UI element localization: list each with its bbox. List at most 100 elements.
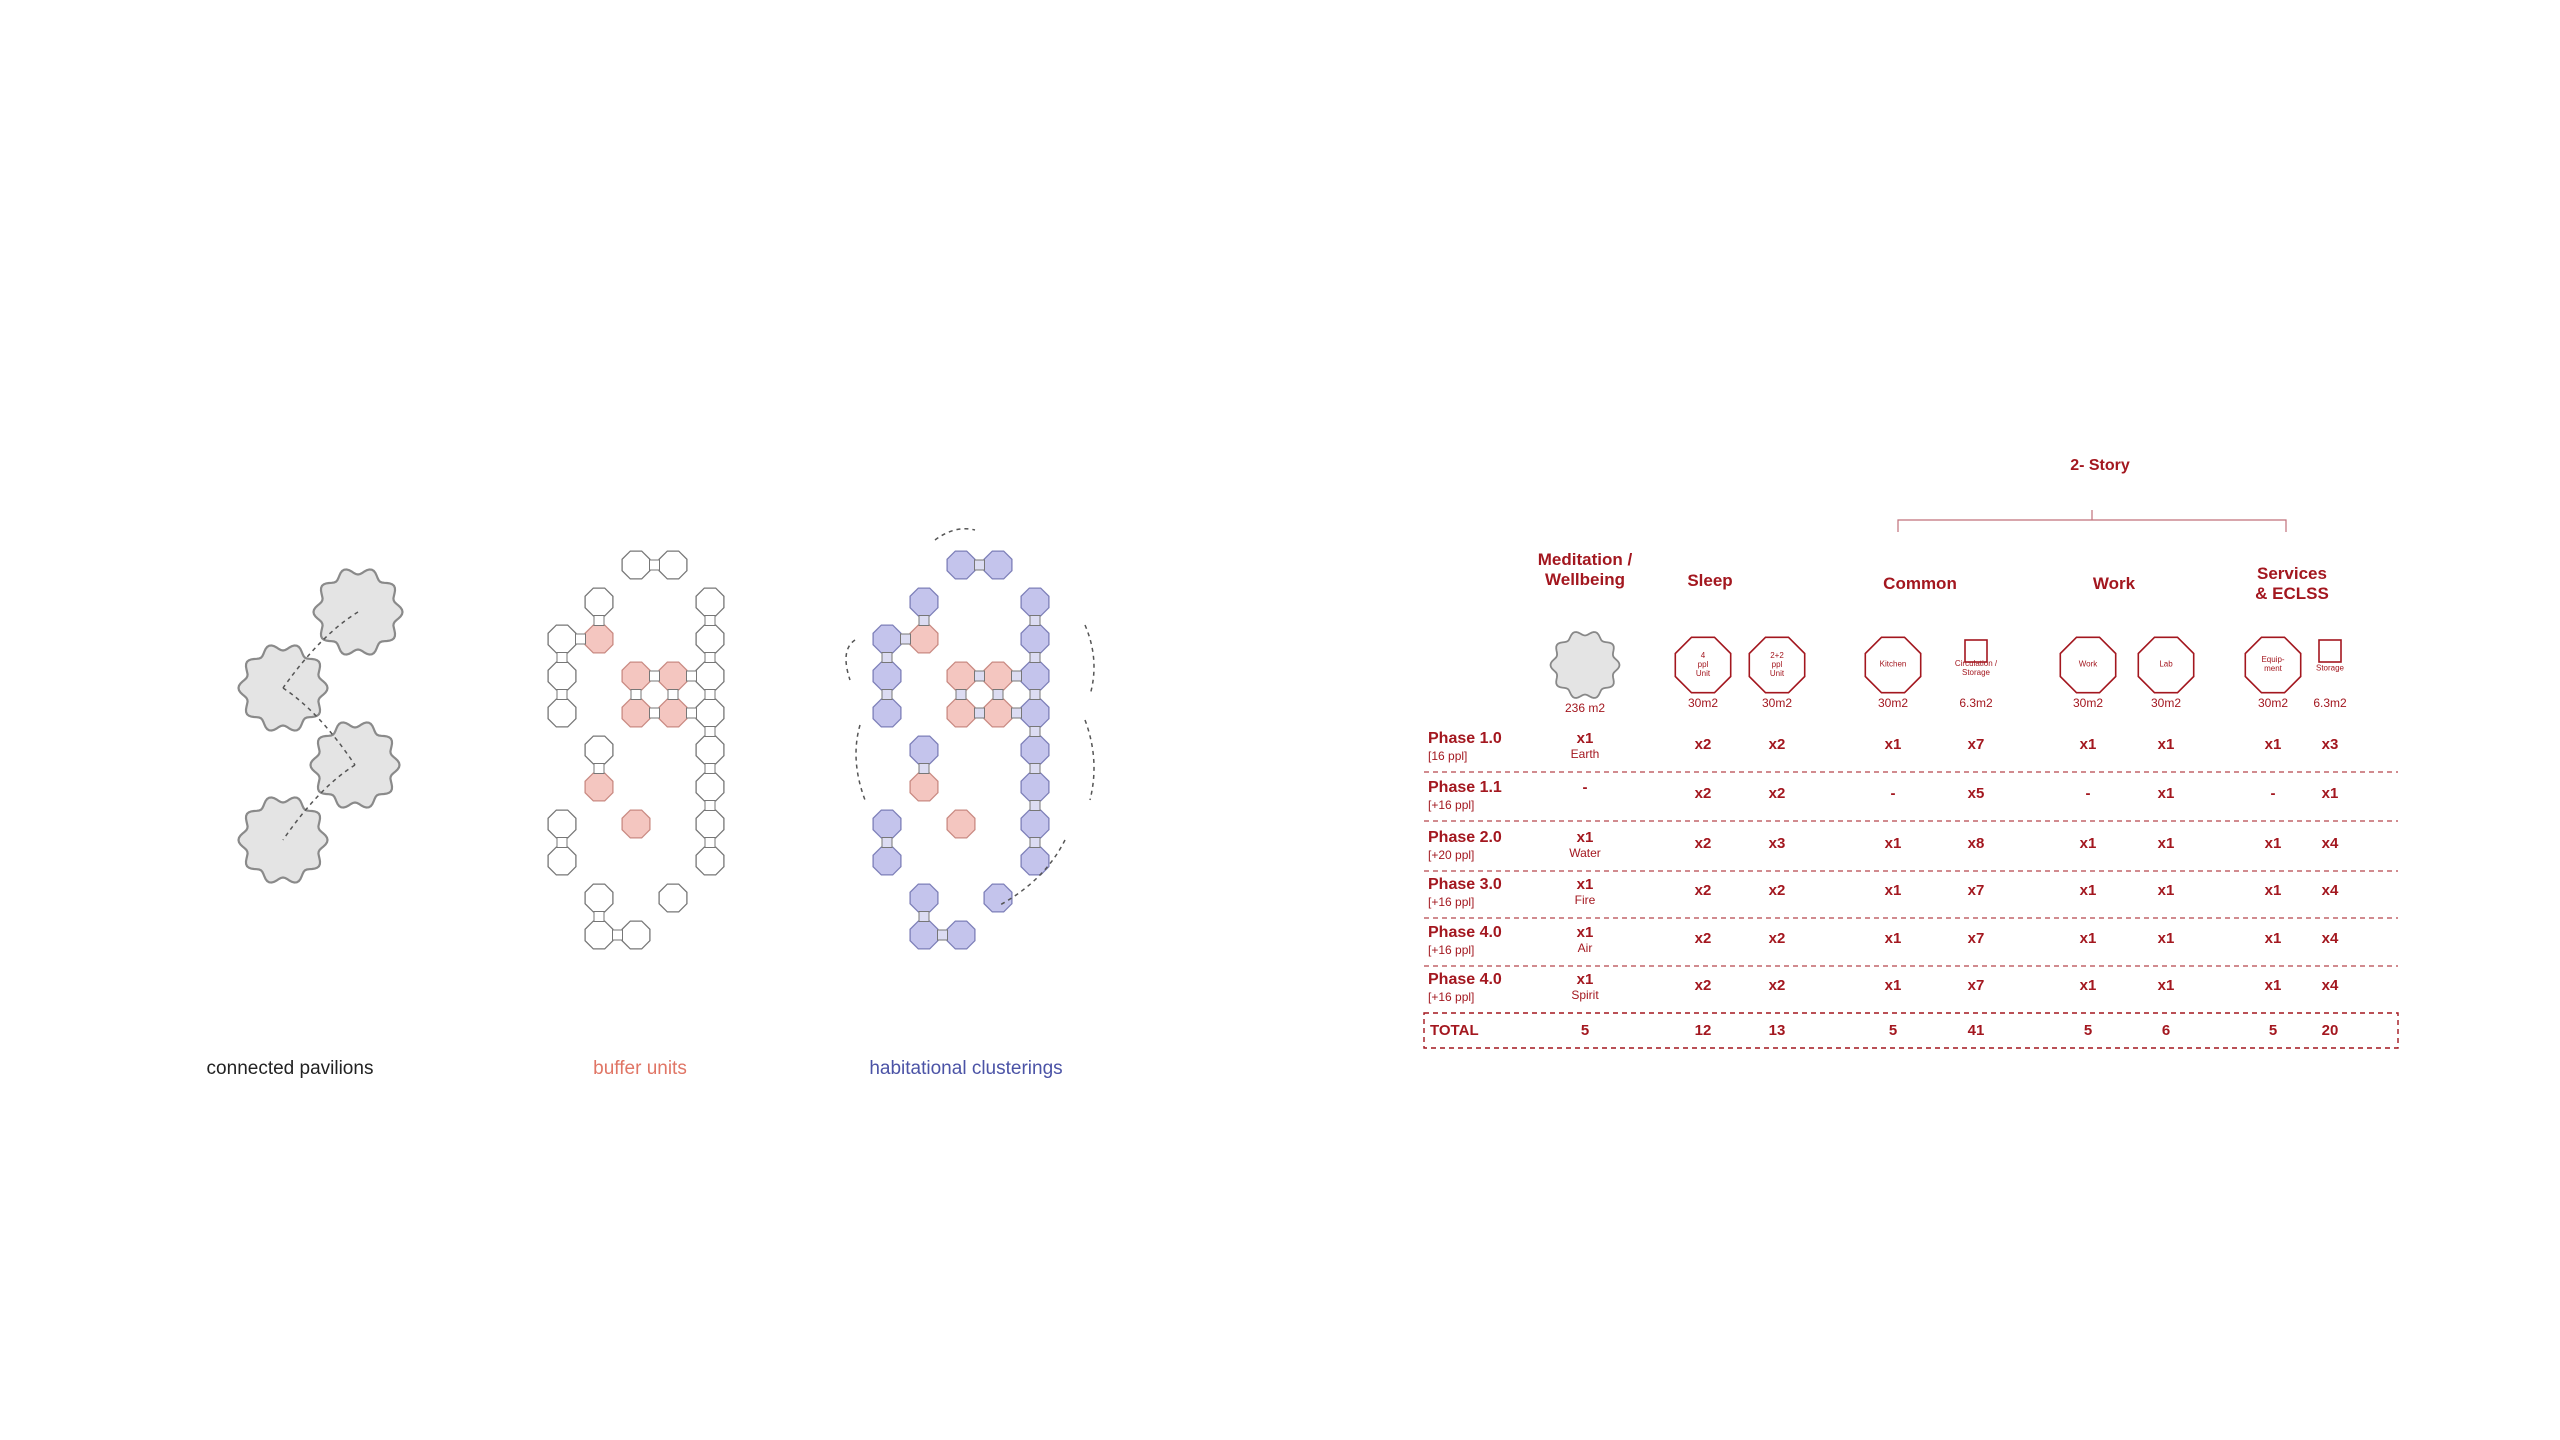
unit-area: 30m2 xyxy=(1877,696,1909,710)
habitation-unit xyxy=(695,587,725,617)
connector-node xyxy=(593,615,605,626)
table-cell: x4 xyxy=(2321,835,2339,852)
total-row-frame xyxy=(1423,1012,2399,1049)
connector-node xyxy=(593,763,605,774)
connector-node xyxy=(1029,615,1041,626)
unit-icon-text-line: 2+2 xyxy=(1770,650,1784,660)
table-cell: x1 xyxy=(1884,882,1902,899)
unit-icon-text-line: ppl xyxy=(1771,659,1783,669)
flow-arrow-4 xyxy=(999,839,1066,906)
header-services-line1: Services xyxy=(2257,564,2327,583)
table-cell: x2 xyxy=(1694,785,1712,802)
habitation-unit xyxy=(695,846,725,876)
habitation-unit xyxy=(584,587,614,617)
habitation-unit xyxy=(872,846,902,876)
buffer-unit xyxy=(983,661,1013,691)
connector-node xyxy=(1011,707,1022,719)
unit-icon-text-line: 4 xyxy=(1700,650,1706,660)
connector-node xyxy=(918,763,930,774)
unit-icon-text: 2+2 ppl Unit xyxy=(1770,650,1784,678)
unit-area: 30m2 xyxy=(2257,696,2289,710)
connector-node xyxy=(900,633,911,645)
table-cell: x7 xyxy=(1967,882,1985,899)
table-cell: x1 xyxy=(2157,785,2175,802)
connector-node xyxy=(1029,726,1041,737)
habitation-unit xyxy=(946,550,976,580)
table-cell: x2 xyxy=(1768,736,1786,753)
table-cell: x1 xyxy=(2079,736,2097,753)
table-cell: x1 xyxy=(1576,924,1594,941)
buffer-unit xyxy=(909,772,939,802)
header-work: Work xyxy=(2092,574,2136,593)
habitation-unit xyxy=(1020,624,1050,654)
table-cell: x1 xyxy=(2079,930,2097,947)
habitation-unit xyxy=(909,587,939,617)
connector-node xyxy=(630,689,642,700)
unit-icon-text-line: Lab xyxy=(2159,659,2173,669)
phase-people: [+16 ppl] xyxy=(1428,943,1475,957)
table-cell: x2 xyxy=(1694,736,1712,753)
habitation-unit xyxy=(1020,587,1050,617)
phase-people: [+20 ppl] xyxy=(1428,848,1475,862)
connector-node xyxy=(704,763,716,774)
header-services: Services & ECLSS xyxy=(2255,564,2329,603)
connector-node xyxy=(1029,837,1041,848)
unit-icon-text: Kitchen xyxy=(1880,660,1907,670)
table-cell: x2 xyxy=(1768,882,1786,899)
two-story-label: 2- Story xyxy=(2070,457,2130,474)
table-cell: - xyxy=(2085,785,2091,802)
flow-arrow-1 xyxy=(934,528,976,541)
table-cell: x2 xyxy=(1694,882,1712,899)
table-cell: x1 xyxy=(2079,835,2097,852)
unit-icon-text: 4 ppl Unit xyxy=(1695,650,1711,678)
connector-node xyxy=(918,615,930,626)
unit-icon-text-line: Storage xyxy=(1961,668,1991,677)
unit-icon-text: Circulation / Storage xyxy=(1955,659,1997,678)
table-cell: x1 xyxy=(2264,977,2282,994)
table-cell: x2 xyxy=(1768,785,1786,802)
buffer-unit xyxy=(658,661,688,691)
connector-node xyxy=(649,559,660,571)
octagon-unit-icon xyxy=(1748,636,1806,694)
table-cell: x1 xyxy=(1884,736,1902,753)
caption-habitational-clusterings: habitational clusterings xyxy=(869,1058,1063,1079)
table-cell: x1 xyxy=(2157,835,2175,852)
connector-node xyxy=(974,670,985,682)
phase-label: Phase 4.0 xyxy=(1428,924,1502,941)
connector-node xyxy=(704,652,716,663)
unit-icon-text-line: Unit xyxy=(1695,668,1711,678)
habitation-unit xyxy=(658,883,688,913)
habitational-clusterings-diagram xyxy=(845,528,1095,950)
connector-node xyxy=(1029,652,1041,663)
octagon-unit-icon xyxy=(1864,636,1922,694)
unit-area: 30m2 xyxy=(1687,696,1719,710)
table-cell: x2 xyxy=(1768,977,1786,994)
table-cell: x1 xyxy=(2157,930,2175,947)
square-unit-icon xyxy=(1964,639,1988,663)
habitation-unit xyxy=(547,698,577,728)
buffer-unit xyxy=(584,624,614,654)
phase-people: [+16 ppl] xyxy=(1428,990,1475,1004)
buffer-unit xyxy=(621,661,651,691)
buffer-unit xyxy=(983,698,1013,728)
habitation-unit xyxy=(584,920,614,950)
total-label: TOTAL xyxy=(1430,1022,1479,1039)
header-common: Common xyxy=(1883,574,1957,593)
table-cell: x7 xyxy=(1967,977,1985,994)
phase-label: Phase 4.0 xyxy=(1428,971,1502,988)
table-cell: x2 xyxy=(1694,930,1712,947)
flow-arrow-6 xyxy=(845,639,856,681)
habitation-unit xyxy=(1020,846,1050,876)
phase-element: Spirit xyxy=(1571,988,1599,1002)
connector-node xyxy=(974,559,985,571)
habitation-unit xyxy=(872,809,902,839)
phasing-table: 2- Story Meditation / Wellbeing Sleep Co… xyxy=(1420,450,2400,1070)
header-sleep: Sleep xyxy=(1687,571,1733,590)
habitation-unit xyxy=(872,661,902,691)
table-cell: x1 xyxy=(2157,882,2175,899)
buffer-unit xyxy=(621,698,651,728)
unit-area: 6.3m2 xyxy=(1959,696,1993,710)
habitation-unit xyxy=(1020,809,1050,839)
